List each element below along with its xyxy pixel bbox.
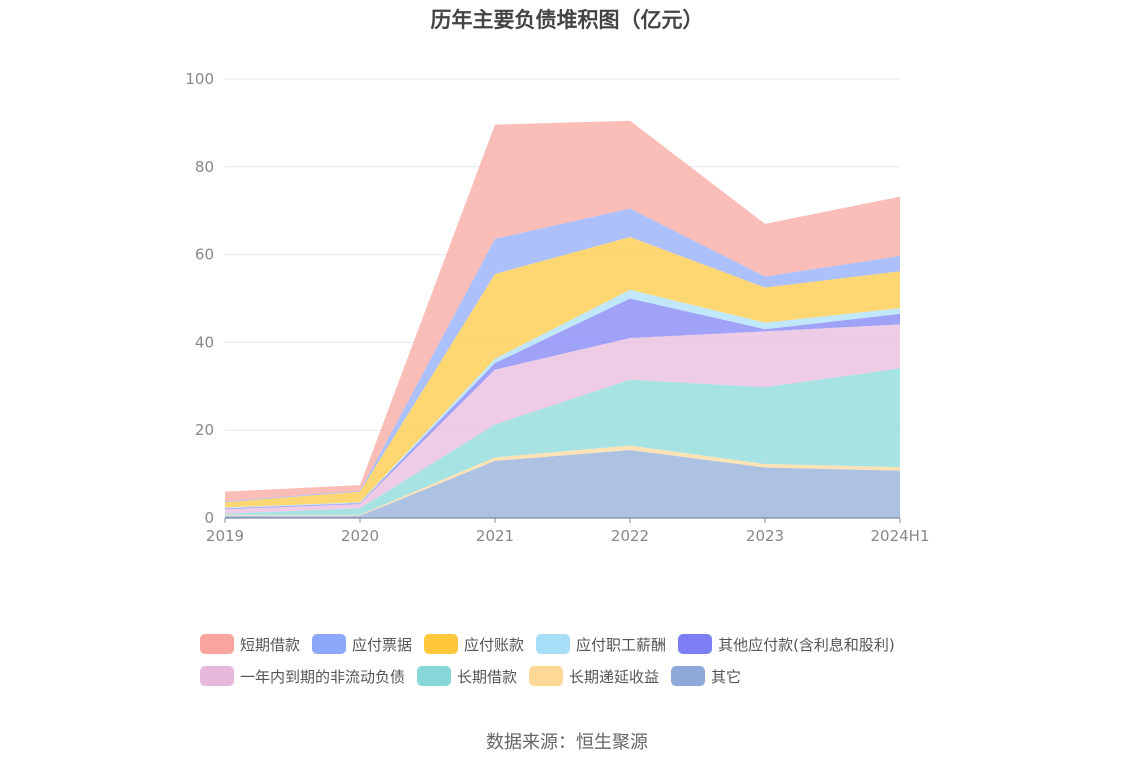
legend-item[interactable]: 其它	[671, 666, 741, 687]
legend-item[interactable]: 短期借款	[200, 634, 300, 655]
data-source: 数据来源：恒生聚源	[486, 732, 648, 753]
y-tick-label: 20	[195, 421, 214, 439]
area-6	[225, 237, 900, 508]
legend-label: 应付票据	[352, 635, 413, 654]
legend-swatch	[671, 666, 706, 686]
legend-item[interactable]: 应付票据	[312, 634, 412, 655]
legend-label: 长期借款	[457, 667, 518, 686]
legend-item[interactable]: 应付职工薪酬	[536, 634, 666, 655]
legend-swatch	[678, 634, 713, 654]
legend-row: 短期借款 应付票据 应付账款 应付职工薪酬 其他应付款(含利息和股利)	[200, 628, 960, 660]
x-tick-label: 2020	[341, 527, 379, 545]
area-8	[225, 120, 900, 502]
y-tick-label: 60	[195, 246, 214, 264]
area-3	[225, 324, 900, 514]
legend-swatch	[200, 666, 234, 686]
legend-label: 应付职工薪酬	[576, 635, 667, 654]
legend-item[interactable]: 应付账款	[424, 634, 524, 655]
legend-swatch	[536, 634, 571, 654]
legend-item[interactable]: 其他应付款(含利息和股利)	[678, 634, 895, 655]
legend-item[interactable]: 长期递延收益	[529, 666, 659, 687]
area-2	[225, 368, 900, 515]
area-1	[225, 445, 900, 516]
x-tick-label: 2022	[611, 527, 649, 545]
area-7	[225, 208, 900, 503]
legend-swatch	[200, 634, 234, 654]
x-tick-label: 2024H1	[871, 527, 930, 545]
y-tick-label: 0	[204, 509, 214, 527]
y-tick-label: 40	[195, 333, 214, 351]
area-series	[225, 120, 900, 518]
axes: 0 20 40 60 80 100 2019 2020 2021 2022 2023 2024H1	[185, 70, 929, 545]
x-tick-label: 2021	[476, 527, 514, 545]
y-tick-label: 100	[185, 70, 214, 88]
legend-swatch	[417, 666, 452, 686]
y-tick-label: 80	[195, 158, 214, 176]
legend-label: 短期借款	[240, 635, 301, 654]
legend: 短期借款 应付票据 应付账款 应付职工薪酬 其他应付款(含利息和股利) 一年内到期的非流动…	[200, 628, 960, 692]
legend-swatch	[424, 634, 459, 654]
legend-label: 应付账款	[464, 635, 525, 654]
legend-item[interactable]: 长期借款	[417, 666, 517, 687]
x-tick-label: 2023	[746, 527, 784, 545]
legend-row: 一年内到期的非流动负债 长期借款 长期递延收益 其它	[200, 660, 960, 692]
area-4	[225, 298, 900, 510]
legend-label: 其它	[711, 667, 742, 686]
x-tick-label: 2019	[206, 527, 244, 545]
legend-label: 一年内到期的非流动负债	[240, 667, 406, 686]
area-0	[225, 449, 900, 518]
legend-item[interactable]: 一年内到期的非流动负债	[200, 666, 405, 687]
legend-label: 长期递延收益	[569, 667, 660, 686]
legend-swatch	[529, 666, 564, 686]
legend-swatch	[312, 634, 347, 654]
legend-label: 其他应付款(含利息和股利)	[718, 635, 895, 654]
chart-title: 历年主要负债堆积图（亿元）	[430, 8, 704, 32]
